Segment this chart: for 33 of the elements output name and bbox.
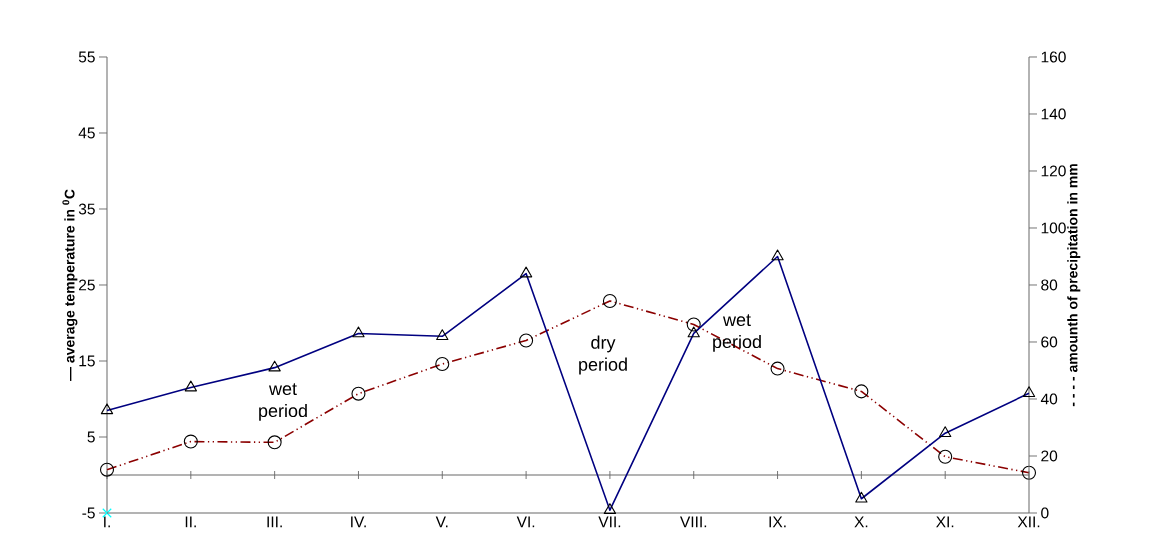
x-tick-label: III. <box>267 516 282 528</box>
x-tick-label: V. <box>435 516 448 528</box>
annotation: wet period <box>713 314 761 352</box>
y2-axis-title: - - - - amounth of precipitation in mm <box>1067 164 1081 407</box>
y2-tick-label: 80 <box>1041 279 1058 291</box>
x-tick-label: VII. <box>598 516 621 528</box>
x-tick-label: VIII. <box>680 516 707 528</box>
x-tick-label: IV. <box>351 516 366 528</box>
y2-tick-label: 20 <box>1041 450 1058 462</box>
annotation: wet period <box>259 383 307 421</box>
x-tick-label: IX. <box>769 516 786 528</box>
y2-tick-label: 120 <box>1041 165 1066 177</box>
x-tick-label: II. <box>185 516 196 528</box>
y-tick-label: 35 <box>78 203 95 215</box>
x-tick-label: XI. <box>936 516 954 528</box>
x-tick-label: VI. <box>516 516 535 528</box>
y-tick-label: 25 <box>79 279 95 291</box>
y2-tick-label: 40 <box>1040 393 1058 405</box>
y-tick-label: -5 <box>82 507 95 519</box>
x-tick-label: I. <box>104 516 110 528</box>
y-tick-label: 5 <box>87 431 95 443</box>
y2-tick-label: 100 <box>1041 222 1066 234</box>
y2-tick-label: 140 <box>1041 108 1066 120</box>
x-tick-label: XII. <box>1017 516 1040 528</box>
x-tick-label: X. <box>854 516 868 528</box>
y-tick-label: 55 <box>78 51 95 63</box>
y-axis-title: — average temperature in $^{0}$C <box>62 189 78 381</box>
y-tick-label: 45 <box>78 127 95 139</box>
y-tick-label: 15 <box>79 355 95 367</box>
y2-tick-label: 0 <box>1041 507 1049 519</box>
y2-tick-label: 60 <box>1041 336 1058 348</box>
y2-tick-label: 160 <box>1041 51 1066 63</box>
annotation: dry period <box>579 335 627 375</box>
